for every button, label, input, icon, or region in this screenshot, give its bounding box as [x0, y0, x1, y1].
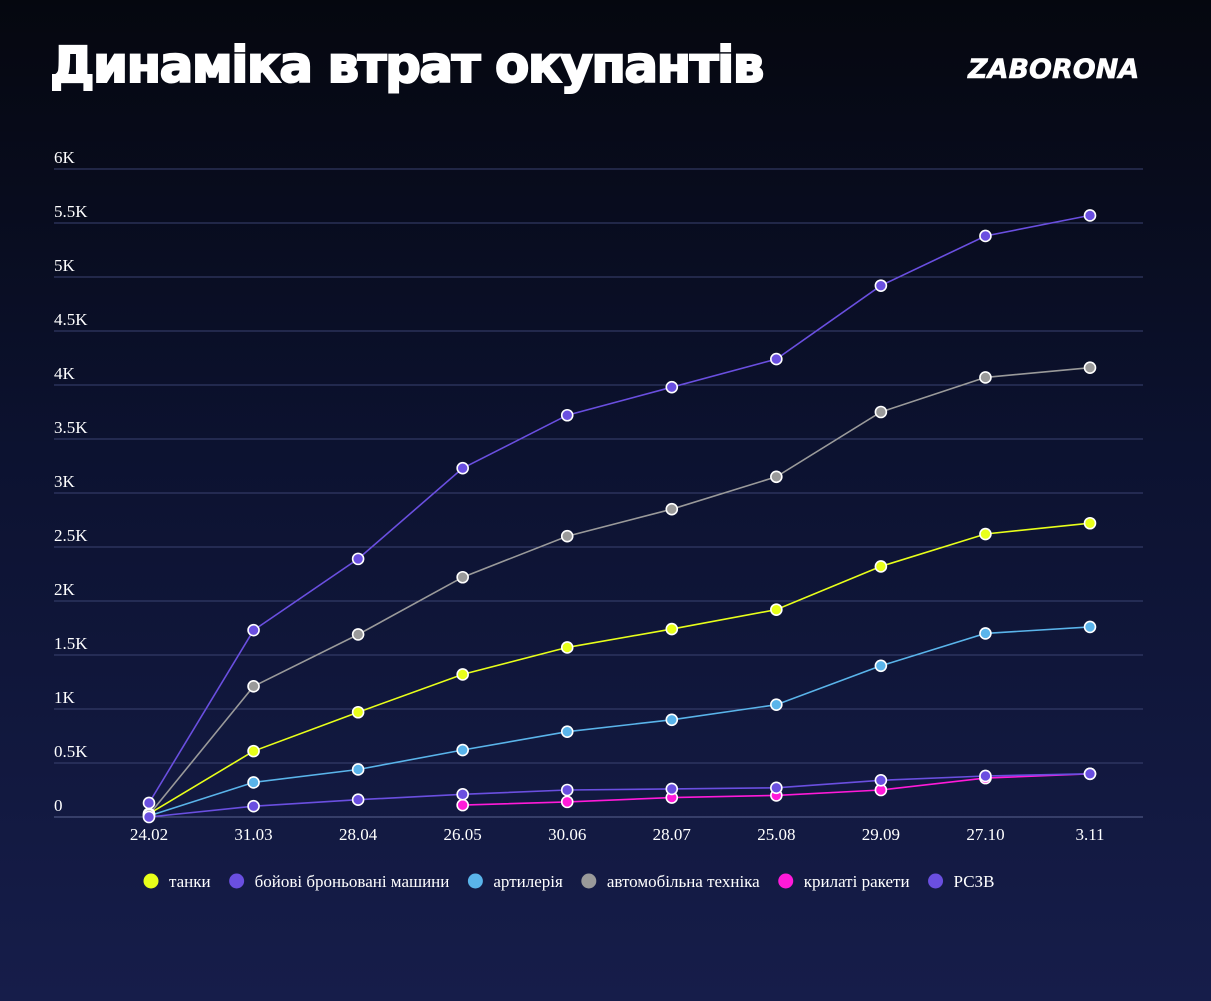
- brand-logo: ZABORONA: [968, 54, 1140, 86]
- y-tick-label: 0.5K: [54, 742, 88, 761]
- data-point: [770, 352, 783, 366]
- y-tick-label: 2K: [54, 580, 76, 599]
- x-tick-label: 26.05: [444, 825, 482, 844]
- data-point: [1083, 767, 1097, 781]
- data-point: [874, 659, 888, 673]
- data-point: [247, 776, 260, 789]
- legend-marker: [229, 873, 245, 889]
- series-line-5: [148, 773, 1091, 818]
- series-line-1: [148, 214, 1091, 804]
- legend-marker: [581, 873, 597, 889]
- data-point: [665, 380, 679, 394]
- data-point: [1083, 209, 1097, 222]
- data-point: [665, 502, 679, 516]
- data-point: [1083, 361, 1097, 375]
- y-tick-label: 2.5K: [54, 526, 88, 545]
- y-tick-label: 1K: [54, 688, 76, 707]
- legend-label: РСЗВ: [954, 872, 995, 891]
- data-point: [247, 623, 260, 637]
- series-line-0: [148, 522, 1091, 815]
- data-point: [665, 782, 679, 796]
- y-tick-label: 6K: [54, 148, 76, 167]
- legend-label: бойові броньовані машини: [255, 872, 450, 891]
- data-point: [351, 552, 365, 566]
- data-point: [351, 705, 365, 719]
- legend-label: автомобільна техніка: [607, 872, 760, 891]
- data-point: [979, 627, 992, 640]
- data-point: [456, 798, 469, 812]
- data-point: [247, 680, 260, 693]
- series-line-3: [148, 366, 1091, 816]
- x-tick-label: 29.09: [862, 825, 900, 844]
- legend-marker: [928, 873, 944, 889]
- data-point: [874, 560, 888, 573]
- x-axis-ticks: 24.02 31.03 28.04 26.05 30.06 28.07 25.08 29.09…: [130, 825, 1105, 844]
- y-tick-label: 1.5K: [54, 634, 88, 653]
- y-tick-label: 5.5K: [54, 202, 88, 221]
- y-tick-label: 4K: [54, 364, 76, 383]
- data-point: [456, 570, 469, 584]
- data-point: [456, 461, 469, 475]
- series-points: [142, 209, 1097, 824]
- y-axis-ticks: 0 0.5K 1K 1.5K 2K 2.5K 3K 3.5K 4K 4.5K 5K 5.5K 6K: [54, 148, 88, 815]
- data-point: [665, 622, 679, 636]
- data-point: [560, 408, 574, 422]
- x-tick-label: 28.07: [653, 825, 692, 844]
- data-point: [874, 279, 888, 292]
- data-point: [560, 641, 574, 654]
- data-point: [979, 527, 992, 541]
- series-line-2: [148, 626, 1091, 817]
- y-tick-label: 3K: [54, 472, 76, 491]
- y-tick-label: 5K: [54, 256, 76, 275]
- legend-label: танки: [169, 872, 211, 891]
- chart-legend: танки бойові броньовані машини артилерія ав…: [143, 872, 995, 891]
- data-point: [560, 795, 574, 809]
- data-point: [770, 781, 783, 795]
- data-point: [247, 799, 260, 813]
- data-point: [665, 713, 679, 727]
- data-point: [560, 529, 574, 543]
- legend-marker: [778, 873, 794, 889]
- y-tick-label: 4.5K: [54, 310, 88, 329]
- y-tick-label: 3.5K: [54, 418, 88, 437]
- data-point: [874, 773, 888, 787]
- page-title: Динаміка втрат окупантів: [49, 35, 765, 95]
- data-point: [770, 470, 783, 484]
- data-point: [351, 793, 365, 807]
- data-point: [142, 810, 156, 824]
- x-tick-label: 24.02: [130, 825, 168, 844]
- legend-marker: [467, 873, 483, 889]
- x-tick-label: 3.11: [1075, 825, 1104, 844]
- series-lines: [148, 214, 1091, 818]
- data-point: [979, 769, 992, 783]
- x-tick-label: 27.10: [966, 825, 1004, 844]
- data-point: [560, 783, 574, 797]
- data-point: [456, 743, 469, 757]
- data-point: [456, 788, 469, 801]
- x-tick-label: 28.04: [339, 825, 378, 844]
- data-point: [456, 668, 469, 681]
- data-point: [1083, 620, 1097, 634]
- data-point: [142, 796, 156, 810]
- data-point: [770, 698, 783, 711]
- legend-label: крилаті ракети: [804, 872, 910, 891]
- x-tick-label: 25.08: [757, 825, 795, 844]
- data-point: [351, 628, 365, 641]
- grid-lines: [54, 168, 1143, 818]
- data-point: [351, 763, 365, 776]
- data-point: [979, 371, 992, 384]
- legend-label: артилерія: [493, 872, 563, 891]
- data-point: [1083, 516, 1097, 530]
- data-point: [874, 405, 888, 419]
- y-tick-label: 0: [54, 796, 63, 815]
- data-point: [770, 603, 783, 616]
- legend-marker: [143, 873, 159, 889]
- data-point: [979, 229, 992, 243]
- x-tick-label: 31.03: [234, 825, 272, 844]
- data-point: [560, 725, 574, 738]
- x-tick-label: 30.06: [548, 825, 586, 844]
- data-point: [247, 744, 260, 758]
